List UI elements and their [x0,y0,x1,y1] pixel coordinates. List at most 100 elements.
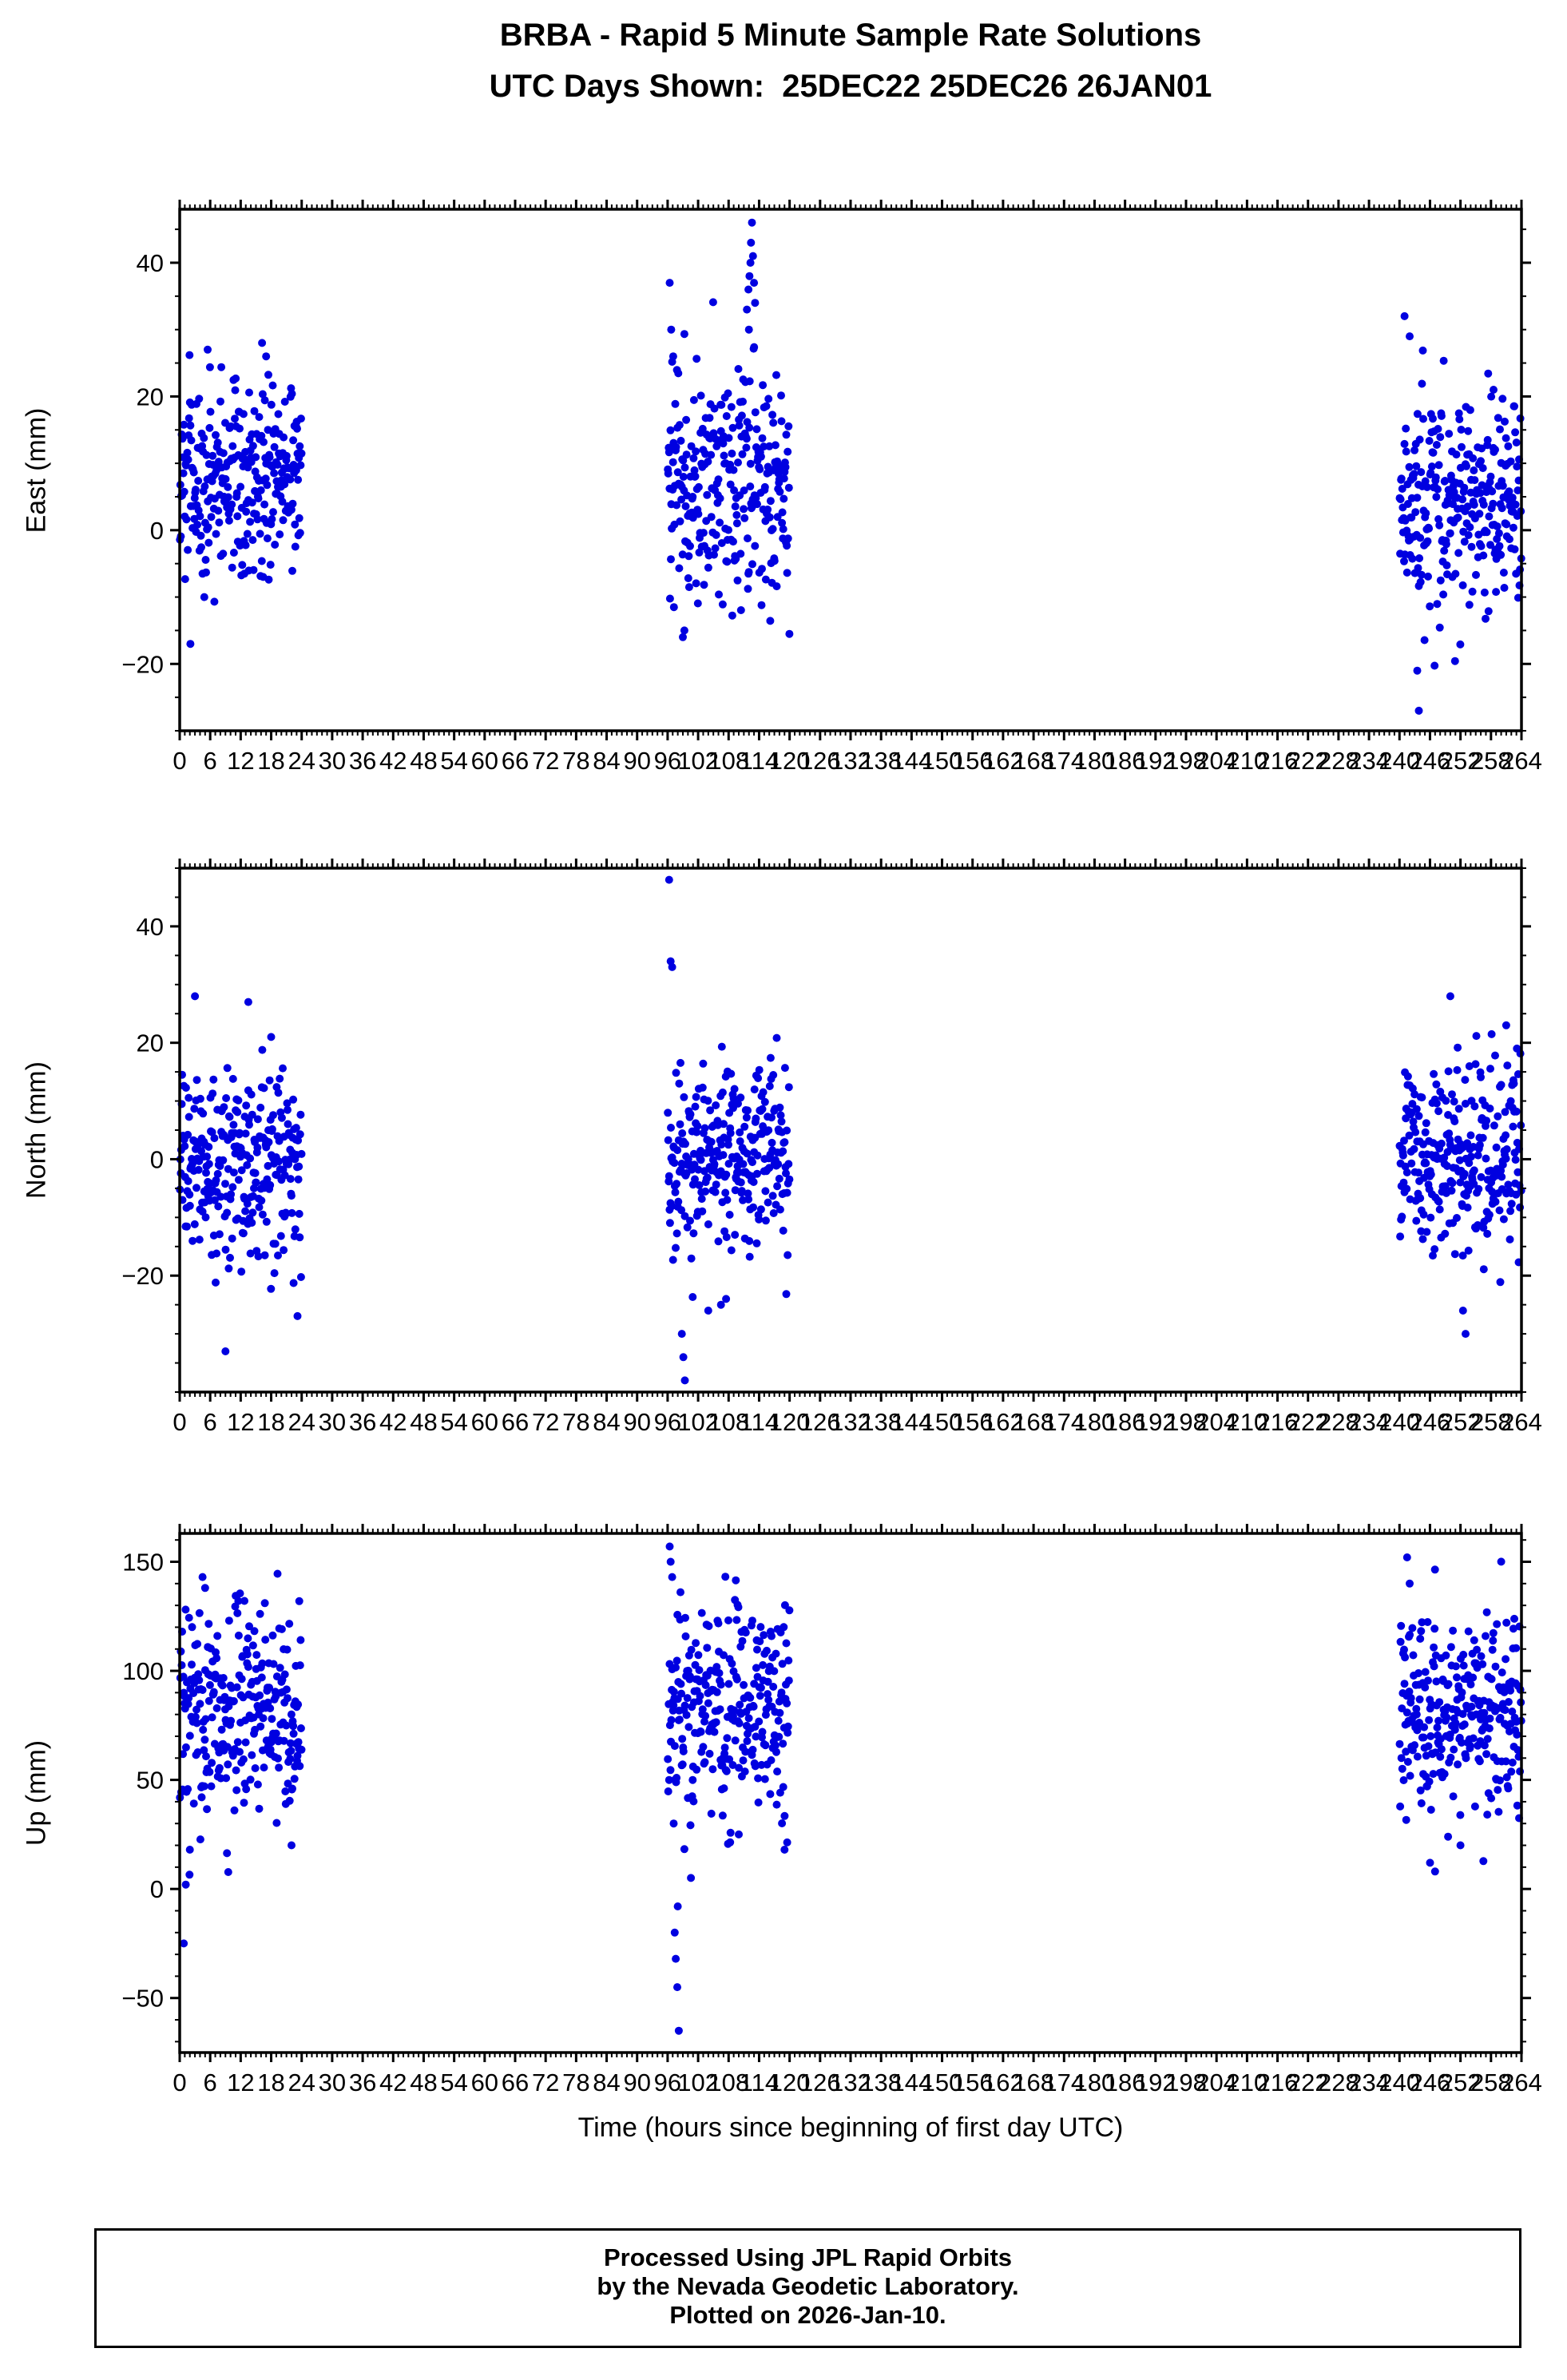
svg-text:−50: −50 [121,1985,164,2013]
svg-text:48: 48 [410,747,437,775]
svg-text:0: 0 [150,517,164,545]
svg-text:72: 72 [532,747,559,775]
subplot-north: North (mm) 0 6 12 18 24 30 36 42 48 54 60 66 72 78 84 9… [0,852,1567,1442]
svg-text:174: 174 [1043,2069,1085,2096]
svg-text:18: 18 [257,2069,284,2096]
svg-text:144: 144 [891,1408,932,1436]
svg-text:96: 96 [654,2069,681,2096]
svg-text:222: 222 [1287,1408,1329,1436]
svg-text:186: 186 [1105,2069,1146,2096]
svg-text:240: 240 [1379,1408,1420,1436]
svg-text:246: 246 [1410,1408,1451,1436]
svg-text:222: 222 [1287,747,1329,775]
svg-text:−20: −20 [121,650,164,678]
svg-text:108: 108 [708,747,749,775]
svg-text:114: 114 [740,747,779,775]
svg-text:54: 54 [440,1408,467,1436]
svg-text:102: 102 [677,747,719,775]
scatter-plot-east: 0 6 12 18 24 30 36 42 48 54 60 66 72 78 84 90 9610210811… [121,200,1542,775]
svg-text:234: 234 [1348,747,1390,775]
svg-text:40: 40 [137,249,164,277]
scatter-plot-up: 0 6 12 18 24 30 36 42 48 54 60 66 72 78 84 90 9610210811… [121,1524,1542,2096]
svg-text:192: 192 [1135,747,1176,775]
svg-text:96: 96 [654,1408,681,1436]
svg-text:210: 210 [1226,747,1267,775]
svg-text:198: 198 [1165,2069,1207,2096]
svg-text:210: 210 [1226,1408,1267,1436]
svg-text:60: 60 [471,2069,498,2096]
svg-text:40: 40 [137,913,164,941]
svg-text:84: 84 [593,1408,620,1436]
svg-text:72: 72 [532,2069,559,2096]
svg-text:66: 66 [502,1408,529,1436]
svg-text:204: 204 [1196,1408,1237,1436]
svg-text:252: 252 [1440,2069,1482,2096]
svg-text:24: 24 [288,2069,315,2096]
footer-box: Processed Using JPL Rapid Orbits by the … [94,2228,1521,2348]
svg-text:186: 186 [1105,1408,1146,1436]
svg-text:54: 54 [440,747,467,775]
svg-text:252: 252 [1440,747,1482,775]
svg-text:90: 90 [623,747,650,775]
svg-text:126: 126 [799,1408,841,1436]
svg-text:156: 156 [952,2069,994,2096]
svg-text:228: 228 [1318,2069,1359,2096]
svg-text:114: 114 [740,1408,779,1436]
svg-text:144: 144 [891,2069,932,2096]
svg-text:258: 258 [1470,747,1512,775]
svg-text:78: 78 [562,747,589,775]
footer-line-2: by the Nevada Geodetic Laboratory. [597,2272,1019,2300]
svg-text:180: 180 [1074,2069,1116,2096]
svg-text:162: 162 [982,2069,1024,2096]
svg-text:258: 258 [1470,1408,1512,1436]
svg-text:60: 60 [471,747,498,775]
svg-text:174: 174 [1043,747,1085,775]
svg-text:20: 20 [137,1029,164,1057]
svg-text:90: 90 [623,2069,650,2096]
svg-text:102: 102 [677,1408,719,1436]
svg-text:168: 168 [1013,2069,1054,2096]
svg-text:6: 6 [204,2069,217,2096]
svg-text:42: 42 [379,1408,407,1436]
svg-text:150: 150 [922,747,963,775]
svg-text:162: 162 [982,747,1024,775]
svg-text:192: 192 [1135,1408,1176,1436]
svg-text:246: 246 [1410,2069,1451,2096]
svg-text:90: 90 [623,1408,650,1436]
svg-text:30: 30 [319,2069,346,2096]
svg-text:24: 24 [288,1408,315,1436]
svg-text:264: 264 [1501,2069,1542,2096]
svg-text:30: 30 [319,1408,346,1436]
svg-text:216: 216 [1257,2069,1299,2096]
svg-text:84: 84 [593,747,620,775]
figure-title: BRBA - Rapid 5 Minute Sample Rate Soluti… [499,18,1202,53]
svg-text:246: 246 [1410,747,1451,775]
svg-text:264: 264 [1501,1408,1542,1436]
svg-text:138: 138 [860,1408,902,1436]
svg-text:100: 100 [122,1657,164,1685]
svg-text:204: 204 [1196,2069,1237,2096]
svg-text:234: 234 [1348,1408,1390,1436]
svg-text:186: 186 [1105,747,1146,775]
svg-text:174: 174 [1043,1408,1085,1436]
svg-text:36: 36 [349,747,376,775]
svg-text:264: 264 [1501,747,1542,775]
svg-text:96: 96 [654,747,681,775]
svg-text:108: 108 [708,1408,749,1436]
svg-text:234: 234 [1348,2069,1390,2096]
svg-text:258: 258 [1470,2069,1512,2096]
svg-text:180: 180 [1074,747,1116,775]
svg-text:204: 204 [1196,747,1237,775]
svg-text:102: 102 [677,2069,719,2096]
x-axis-label: Time (hours since beginning of first day… [577,2112,1124,2143]
svg-text:210: 210 [1226,2069,1267,2096]
svg-text:6: 6 [204,1408,217,1436]
svg-text:150: 150 [122,1549,164,1577]
svg-text:12: 12 [227,2069,254,2096]
svg-text:228: 228 [1318,1408,1359,1436]
scatter-plot-north: 0 6 12 18 24 30 36 42 48 54 60 66 72 78 84 90 9610210811… [121,859,1542,1436]
svg-text:120: 120 [769,2069,811,2096]
svg-text:36: 36 [349,1408,376,1436]
svg-text:126: 126 [799,747,841,775]
svg-text:198: 198 [1165,747,1207,775]
